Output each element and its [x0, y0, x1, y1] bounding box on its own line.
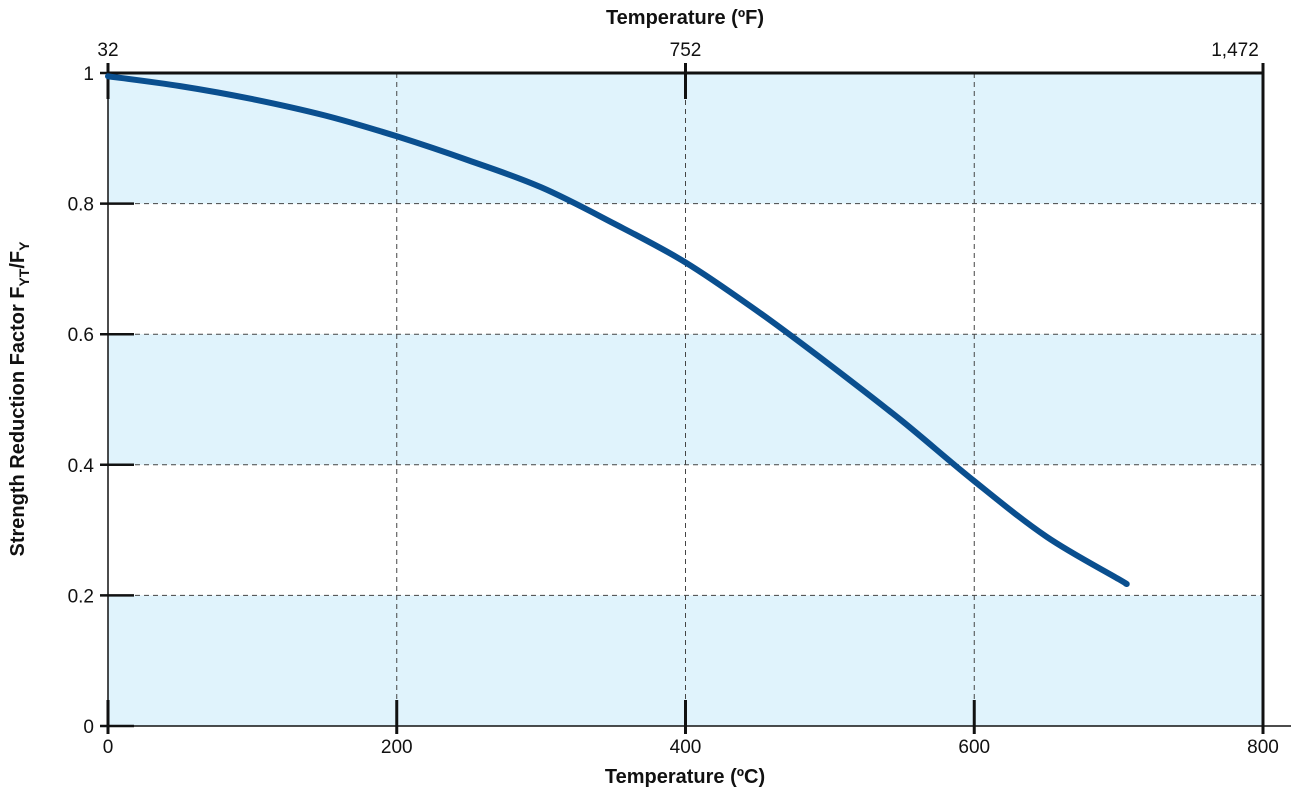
y-tick-label-2: 0.4	[68, 456, 95, 477]
x-axis-title: Temperature (ºC)	[605, 766, 765, 788]
y-axis-title-sub1: YT	[16, 268, 32, 286]
series-line-0	[105, 73, 1130, 588]
x2-tick-label-1: 752	[670, 40, 702, 61]
series-group	[105, 73, 1130, 588]
y-axis-title-main: Strength Reduction Factor F	[7, 287, 29, 557]
y-tick-label-5: 1	[83, 64, 94, 85]
x2-tick-label-0: 32	[97, 40, 118, 61]
x2-axis-title: Temperature (ºF)	[606, 7, 764, 29]
y-tick-label-3: 0.6	[68, 325, 94, 346]
x-tick-label-3: 600	[958, 737, 990, 758]
grid-lines	[108, 73, 1263, 726]
x-tick-label-1: 200	[381, 737, 413, 758]
y-tick-label-1: 0.2	[68, 586, 94, 607]
x-tick-label-2: 400	[670, 737, 702, 758]
y-tick-label-0: 0	[83, 717, 94, 738]
y-axis-title: Strength Reduction Factor FYT/FY	[7, 241, 32, 557]
tick-labels: 0 200 400 600 800 32 752 1,472 0 0.2 0.4 0.6 0.8 1	[68, 40, 1279, 758]
x-tick-label-0: 0	[103, 737, 114, 758]
y-axis-title-sub2: Y	[16, 241, 32, 251]
y-axis-title-mid: /F	[7, 251, 29, 269]
tick-marks	[100, 63, 1265, 734]
x2-tick-label-2: 1,472	[1211, 40, 1259, 61]
y-tick-label-4: 0.8	[68, 195, 94, 216]
x-tick-label-4: 800	[1247, 737, 1279, 758]
